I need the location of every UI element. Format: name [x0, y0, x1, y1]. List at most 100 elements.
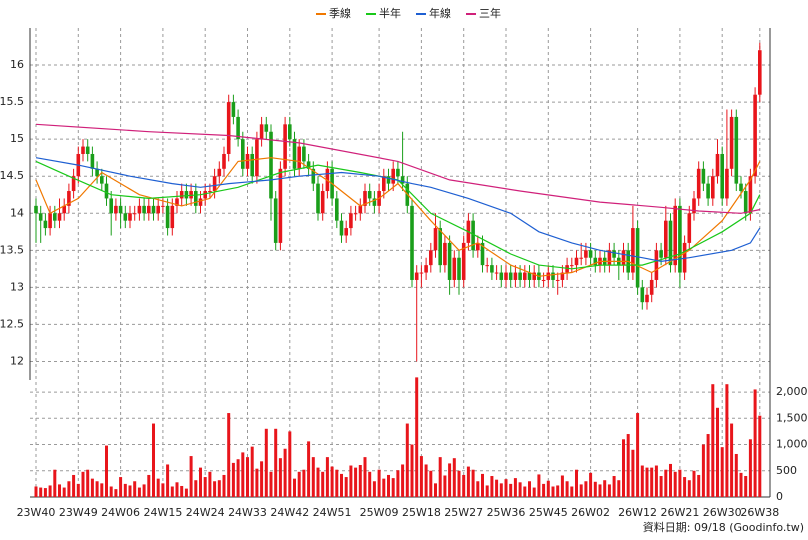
volume-bar — [692, 470, 696, 497]
y-tick-label: 14 — [10, 206, 24, 219]
volume-bar — [466, 466, 470, 497]
volume-bar — [711, 384, 715, 497]
candle-body — [649, 279, 654, 295]
volume-bar — [170, 486, 174, 497]
volume-bar — [255, 468, 259, 497]
x-tick-label: 26W02 — [571, 506, 610, 519]
y2-tick-label: 2,000 — [776, 385, 808, 398]
volume-bar — [128, 485, 132, 497]
candle-body — [480, 242, 485, 266]
volume-bar — [636, 413, 640, 497]
volume-bar — [462, 474, 466, 497]
candle-body — [302, 146, 306, 162]
candle-body — [48, 213, 52, 229]
x-tick-label: 24W15 — [143, 506, 182, 519]
legend-label: 三年 — [479, 6, 501, 20]
y-tick-label: 16 — [10, 58, 24, 71]
candle-body — [306, 161, 311, 169]
volume-bar — [504, 479, 508, 497]
x-tick-label: 24W06 — [101, 506, 140, 519]
volume-bar — [368, 471, 372, 497]
legend-label: 年線 — [429, 6, 451, 20]
x-tick-label: 24W42 — [270, 506, 309, 519]
volume-bar — [340, 473, 343, 497]
candle-body — [386, 176, 391, 184]
volume-bar — [476, 481, 480, 497]
volume-bar — [659, 476, 663, 497]
volume-bar — [302, 469, 306, 497]
candle-body — [551, 272, 555, 280]
volume-bar — [288, 431, 292, 497]
candle-body — [226, 102, 231, 154]
volume-bar — [495, 479, 499, 497]
volume-bar — [34, 486, 38, 497]
volume-bar — [213, 481, 217, 497]
candle-body — [678, 205, 682, 273]
x-tick-label: 26W38 — [740, 506, 779, 519]
volume-bar — [354, 467, 358, 497]
candle-body — [109, 198, 113, 214]
volume-bar — [584, 481, 588, 497]
candle-body — [424, 265, 428, 273]
volume-bar — [264, 428, 268, 497]
candle-body — [560, 272, 565, 280]
volume-bar — [429, 470, 433, 497]
candle-body — [729, 116, 734, 169]
candle-body — [410, 205, 414, 280]
volume-bar — [72, 474, 76, 497]
candle-body — [532, 272, 536, 280]
candle-body — [100, 176, 104, 184]
x-tick-label: 26W30 — [703, 506, 742, 519]
candle-body — [320, 191, 325, 214]
y-tick-label: 14.5 — [0, 169, 24, 182]
volume-bar — [410, 444, 414, 497]
x-tick-label: 26W12 — [618, 506, 657, 519]
candle-body — [250, 153, 254, 177]
volume-bar — [645, 467, 649, 497]
volume-bar — [194, 480, 198, 497]
candle-body — [490, 265, 494, 273]
candle-body — [645, 294, 649, 303]
candle-body — [414, 272, 419, 280]
candle-body — [673, 205, 677, 266]
candle-body — [53, 213, 57, 221]
y2-tick-label: 0 — [776, 490, 783, 503]
volume-bar — [537, 474, 541, 497]
volume-bar — [513, 478, 517, 497]
legend: 季線 半年 年線 三年 — [316, 6, 501, 20]
volume-bar — [260, 461, 264, 497]
volume-bar — [697, 474, 701, 497]
candle-body — [701, 168, 706, 184]
volume-bar — [274, 428, 278, 497]
candle-body — [725, 168, 729, 199]
candle-body — [419, 272, 424, 274]
volume-bar — [53, 469, 57, 497]
volume-bar — [236, 459, 240, 497]
volume-bar — [730, 423, 734, 497]
candle-body — [621, 250, 626, 266]
candle-body — [179, 191, 184, 199]
candle-body — [335, 198, 339, 221]
y-tick-label: 12 — [10, 354, 24, 367]
candle-body — [429, 250, 433, 266]
candle-body — [278, 168, 283, 243]
volume-bar — [189, 456, 193, 497]
x-tick-label: 24W24 — [186, 506, 225, 519]
candle-body — [734, 116, 739, 184]
volume-bar — [575, 469, 578, 497]
candle-body — [494, 272, 499, 274]
candle-body — [607, 250, 612, 266]
x-tick-label: 25W09 — [360, 506, 399, 519]
volume-bar — [39, 487, 43, 497]
candle-body — [527, 272, 532, 280]
volume-bar — [669, 463, 672, 497]
candle-body — [349, 213, 353, 229]
volume-bar — [673, 471, 677, 497]
candle-body — [382, 176, 386, 192]
candle-body — [391, 168, 395, 184]
candle-body — [504, 272, 508, 280]
volume-bar — [246, 457, 249, 497]
volume-bar — [391, 478, 395, 497]
volume-bar — [485, 485, 489, 497]
